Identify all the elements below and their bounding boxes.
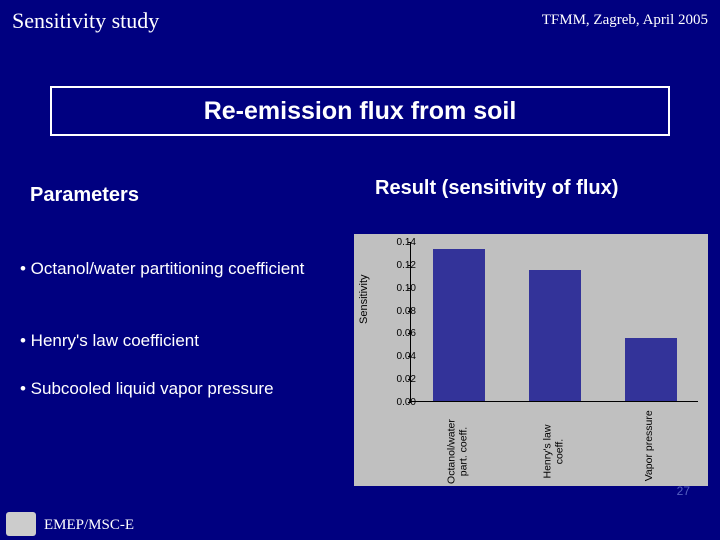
bullet-item: • Octanol/water partitioning coefficient [20, 258, 330, 280]
bullet-item: • Henry's law coefficient [20, 330, 330, 352]
footer-text: EMEP/MSC-E [44, 517, 134, 534]
chart-bar [433, 249, 486, 401]
page-number: 27 [677, 484, 690, 498]
slide-header-right: TFMM, Zagreb, April 2005 [542, 12, 708, 29]
parameters-heading: Parameters [30, 184, 139, 207]
slide-header-left: Sensitivity study [12, 8, 159, 34]
chart-ytick: 0.08 [386, 306, 416, 317]
chart-plot-area [410, 242, 698, 402]
chart-xlabel: Octanol/water part. coeff. [446, 412, 469, 492]
chart-ytick: 0.02 [386, 374, 416, 385]
chart-ylabel: Sensitivity [358, 274, 370, 324]
sensitivity-chart: Sensitivity Octanol/water part. coeff.He… [354, 234, 708, 486]
result-heading: Result (sensitivity of flux) [375, 176, 618, 200]
chart-ytick: 0.00 [386, 397, 416, 408]
bullet-item: • Subcooled liquid vapor pressure [20, 378, 330, 400]
chart-xlabel: Vapor pressure [644, 406, 656, 486]
chart-ytick: 0.06 [386, 328, 416, 339]
logo-icon [6, 512, 36, 536]
slide-title: Re-emission flux from soil [204, 97, 517, 126]
title-box: Re-emission flux from soil [50, 86, 670, 136]
chart-ytick: 0.14 [386, 237, 416, 248]
chart-ytick: 0.12 [386, 260, 416, 271]
chart-ytick: 0.04 [386, 351, 416, 362]
chart-bar [529, 270, 582, 401]
chart-ytick: 0.10 [386, 283, 416, 294]
chart-xlabel: Henry's law coeff. [542, 412, 565, 492]
chart-bar [625, 338, 678, 401]
